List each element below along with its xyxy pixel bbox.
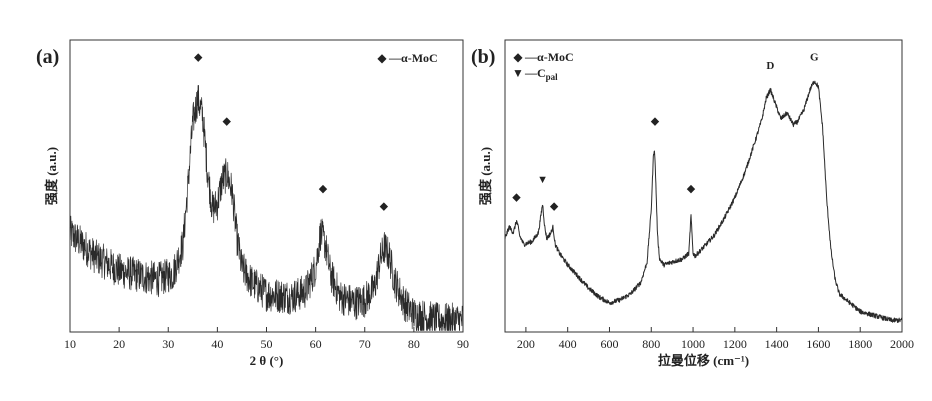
x-tick-label: 30: [162, 337, 174, 351]
x-tick-label: 60: [310, 337, 322, 351]
x-tick-label: 400: [559, 337, 577, 351]
x-tick-label: 2000: [890, 337, 914, 351]
y-axis-label-b: 强度 (a.u.): [478, 147, 493, 205]
plot-frame-a: [69, 39, 464, 333]
peak-marker: ◆: [651, 116, 660, 128]
peak-label-d: D: [766, 60, 774, 72]
x-tick-label: 10: [64, 337, 76, 351]
peak-marker: ▼: [537, 174, 548, 186]
x-axis-label-a: 2 θ (°): [250, 353, 284, 368]
x-tick-label: 1600: [806, 337, 830, 351]
y-axis-label-a: 强度 (a.u.): [44, 147, 59, 205]
peak-marker: ◆: [222, 116, 231, 128]
legend-entry-label: —α-MoC: [388, 51, 438, 65]
x-tick-label: 40: [211, 337, 223, 351]
legend-diamond-marker: ◆: [377, 51, 387, 65]
legend-entry-text: —α-MoC: [524, 50, 574, 64]
legend-entry-label: —Cpal: [524, 66, 558, 82]
x-tick-label: 20: [113, 337, 125, 351]
peak-marker: ◆: [550, 200, 559, 212]
panel-label-a: (a): [36, 46, 59, 68]
legend-a: ◆ —α-MoC: [377, 51, 437, 65]
legend-entry-text: —C: [524, 66, 546, 80]
chart-panel-b: 200 400 600 800 1000 1200 1400 1600 1800 2000◆▼◆◆…: [471, 39, 914, 368]
peak-marker: ◆: [380, 200, 389, 212]
peak-marker: ◆: [194, 51, 203, 63]
x-axis-label-b: 拉曼位移 (cm⁻¹): [658, 353, 749, 368]
series-line-a: [69, 84, 464, 331]
legend-b: ◆ —α-MoC▼ —Cpal: [512, 50, 574, 82]
x-tick-label: 90: [457, 337, 469, 351]
x-tick-label: 70: [359, 337, 371, 351]
peak-marker: ◆: [687, 183, 696, 195]
x-tick-label: 1000: [681, 337, 705, 351]
x-tick-label: 1400: [765, 337, 789, 351]
x-tick-label: 80: [408, 337, 420, 351]
plot-frame-b: [504, 39, 903, 333]
legend-triangle-marker: ▼: [512, 66, 524, 80]
x-tick-label: 600: [600, 337, 618, 351]
peak-label-g: G: [810, 51, 819, 63]
legend-entry-subscript: pal: [546, 72, 559, 82]
x-tick-label: 800: [642, 337, 660, 351]
legend-entry-text: —α-MoC: [388, 51, 438, 65]
peak-marker: ◆: [512, 192, 521, 204]
panel-label-b: (b): [471, 46, 495, 68]
peak-marker: ◆: [319, 183, 328, 195]
chart-panel-a: 10 20 30 40 50 60 70 80 90 ◆ ◆ ◆ ◆ (a) 强度 (a.u.) 2 θ (°…: [36, 39, 469, 368]
series-line-b: [504, 80, 903, 323]
legend-diamond-marker: ◆: [513, 50, 523, 64]
x-tick-label: 50: [261, 337, 273, 351]
x-tick-label: 1200: [723, 337, 747, 351]
x-tick-label: 1800: [848, 337, 872, 351]
legend-entry-label: —α-MoC: [524, 50, 574, 64]
x-tick-label: 200: [517, 337, 535, 351]
